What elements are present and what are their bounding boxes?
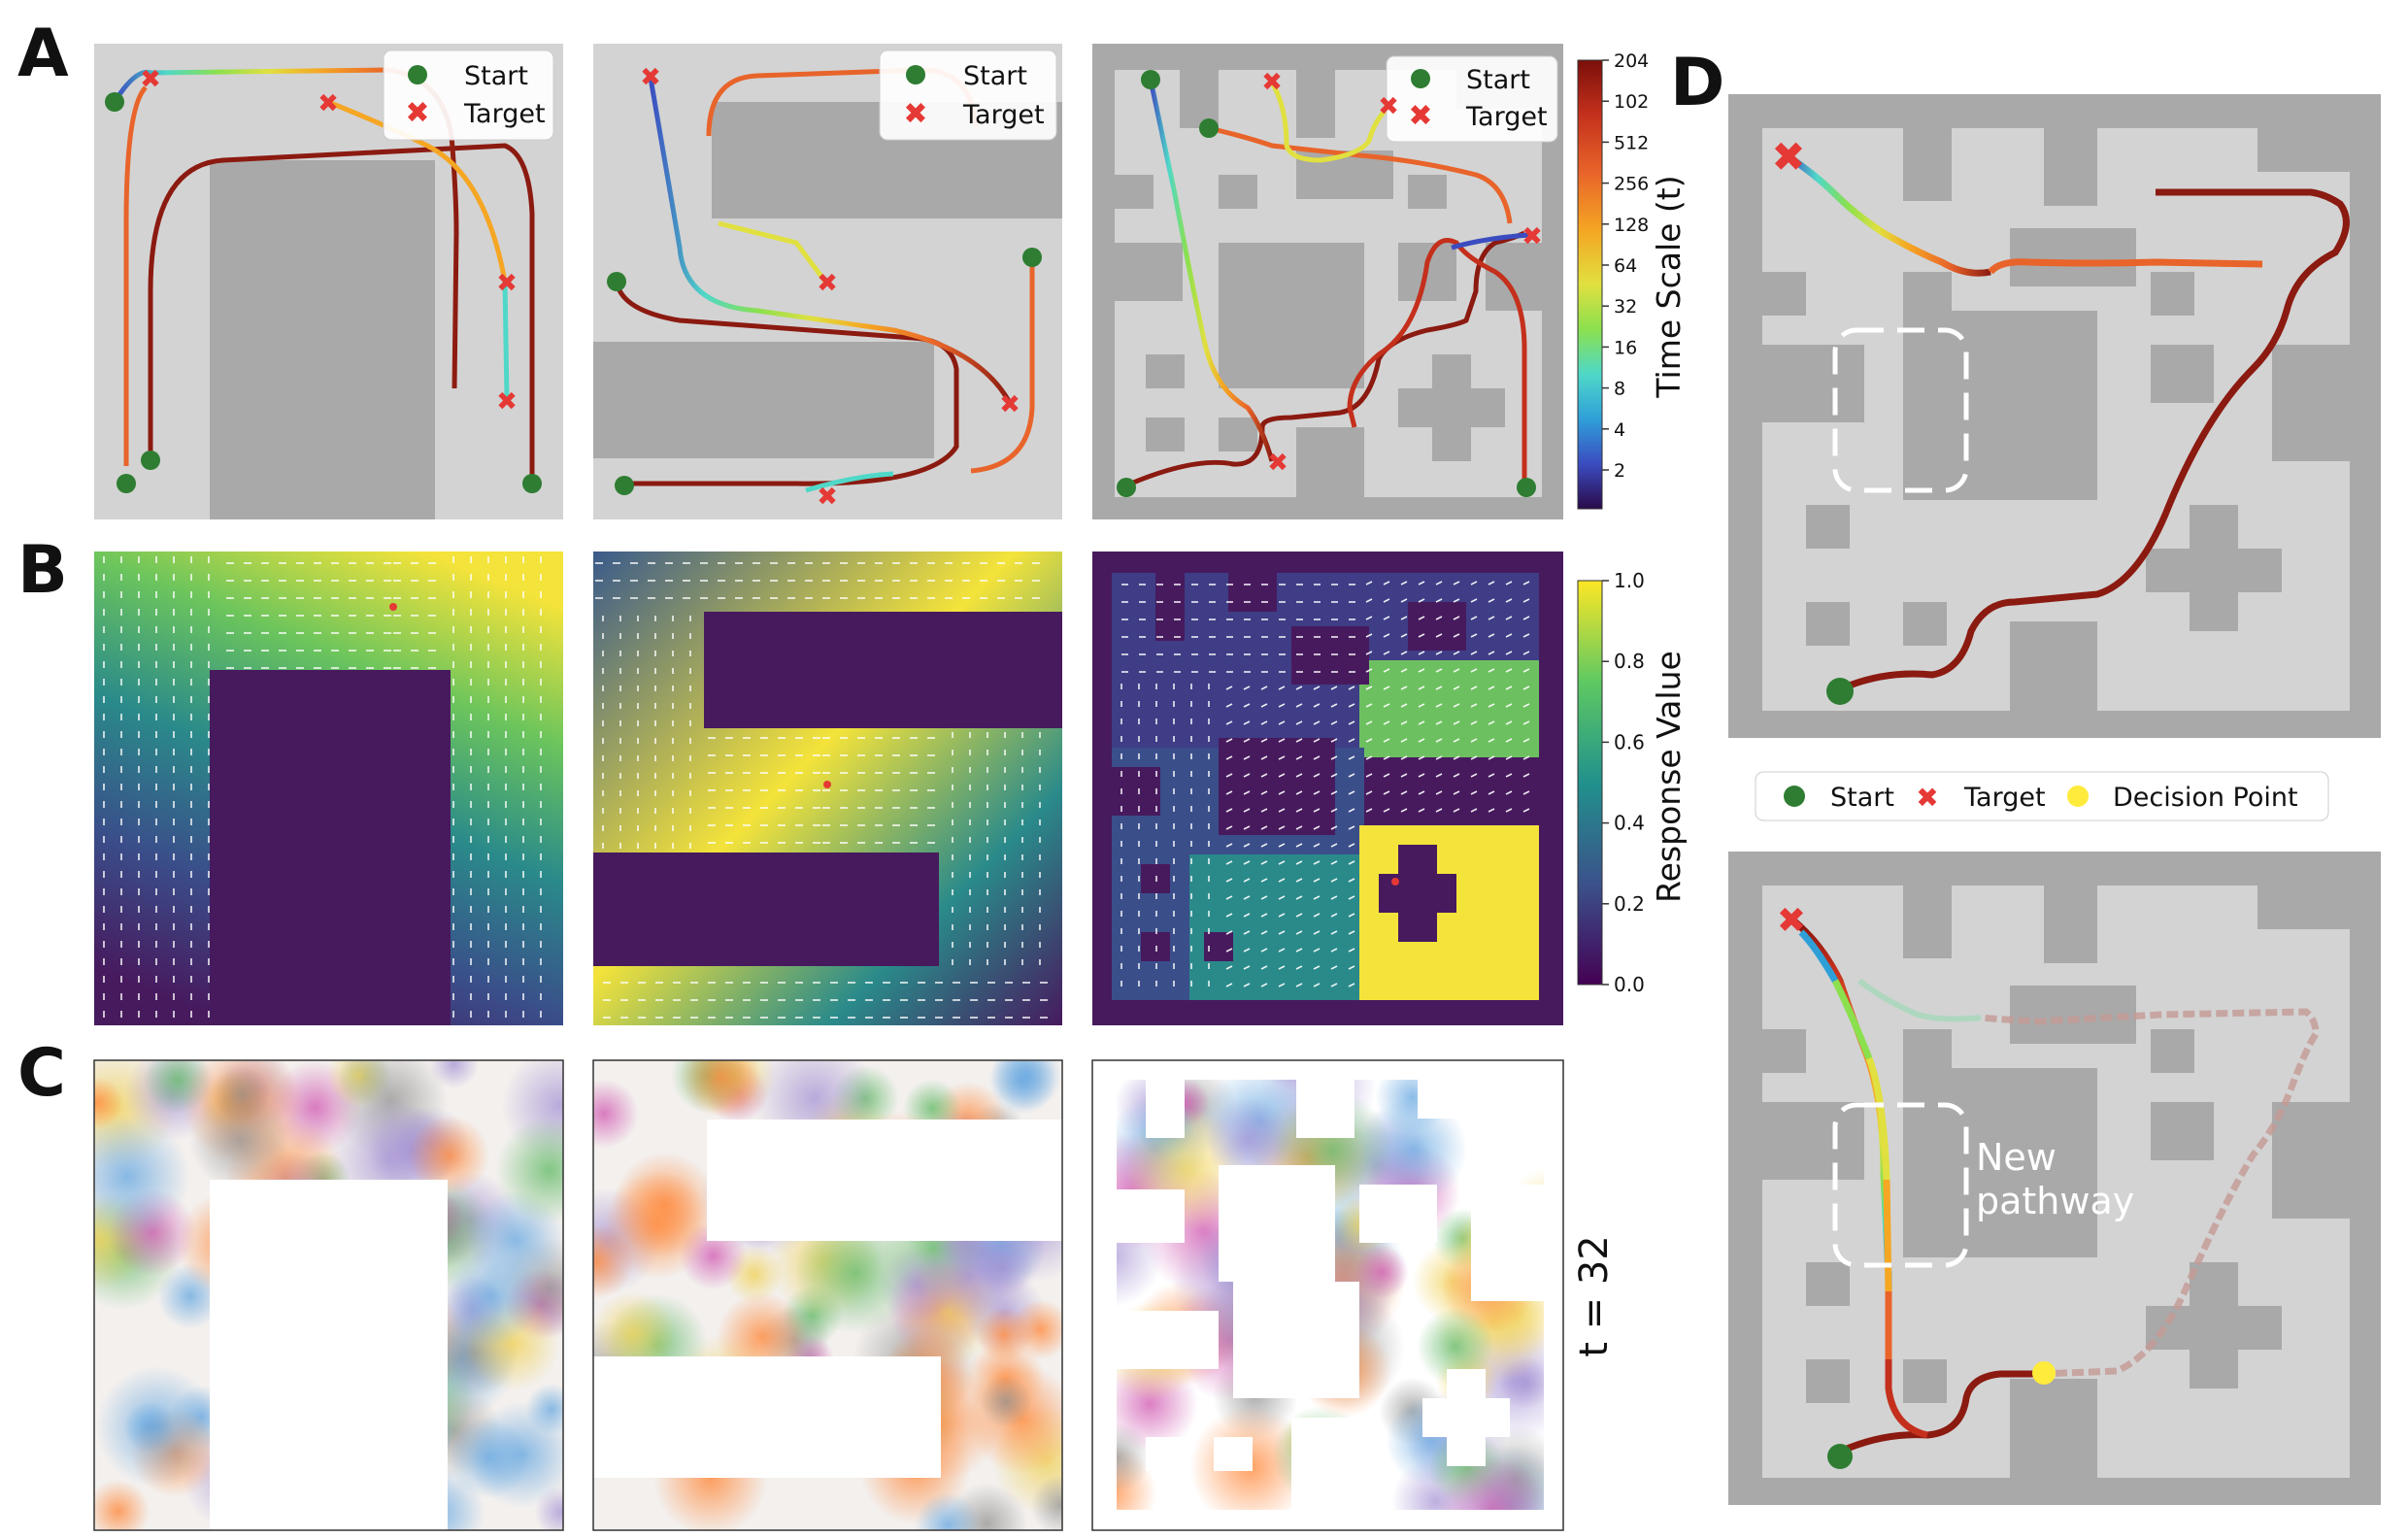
legend-a1: Start ✖ Target bbox=[383, 50, 554, 141]
svg-text:✖: ✖ bbox=[1261, 68, 1283, 97]
timescale-tick-label: 128 bbox=[1614, 215, 1649, 236]
response-title: Response Value bbox=[1650, 651, 1688, 903]
legend-a3: Start ✖ Target bbox=[1386, 55, 1558, 143]
maze-d-top: ✖ bbox=[1728, 94, 2381, 738]
legend-a2-start: Start bbox=[963, 61, 1027, 91]
panel-label-c: C bbox=[17, 1035, 66, 1112]
timescale-tick-label: 256 bbox=[1614, 174, 1649, 195]
legend-a3-target-icon: ✖ bbox=[1408, 99, 1432, 133]
features-c2 bbox=[593, 1060, 1062, 1530]
svg-text:✖: ✖ bbox=[140, 65, 161, 94]
response-tick-label: 0.0 bbox=[1614, 973, 1645, 996]
timescale-tick-label: 8 bbox=[1614, 379, 1625, 400]
response-tick-label: 0.4 bbox=[1614, 812, 1645, 835]
timescale-title: Time Scale (t) bbox=[1650, 175, 1688, 398]
panel-label-a: A bbox=[17, 16, 69, 92]
legend-d-decision: Decision Point bbox=[2113, 783, 2298, 813]
legend-d-start: Start bbox=[1830, 783, 1894, 813]
timescale-tick-label: 32 bbox=[1614, 296, 1637, 318]
response-tick-label: 0.2 bbox=[1614, 892, 1645, 916]
svg-text:✖: ✖ bbox=[640, 63, 661, 92]
timescale-tick-label: 2 bbox=[1614, 460, 1625, 482]
legend-a3-start: Start bbox=[1466, 65, 1530, 95]
field-b1 bbox=[94, 552, 563, 1025]
response-tick-label: 1.0 bbox=[1614, 569, 1645, 592]
features-c1 bbox=[94, 1060, 563, 1530]
timescale-tick-label: 64 bbox=[1614, 255, 1637, 277]
legend-d-target: Target bbox=[1963, 783, 2046, 813]
legend-a3-target: Target bbox=[1465, 102, 1548, 132]
timescale-tick-label: 16 bbox=[1614, 337, 1637, 358]
legend-a2: Start ✖ Target bbox=[879, 50, 1057, 141]
svg-text:✖: ✖ bbox=[817, 483, 838, 512]
svg-text:✖: ✖ bbox=[999, 390, 1020, 419]
legend-d: Start ✖ Target Decision Point bbox=[1755, 771, 2329, 821]
decision-point bbox=[2032, 1361, 2056, 1385]
legend-a1-start: Start bbox=[464, 61, 528, 91]
svg-text:✖: ✖ bbox=[318, 89, 339, 118]
field-b2 bbox=[593, 552, 1062, 1025]
legend-a2-target-icon: ✖ bbox=[903, 97, 927, 131]
maze-a3 bbox=[1092, 44, 1563, 519]
c-time-label: t = 32 bbox=[1572, 1235, 1617, 1357]
annotation-line1: New bbox=[1976, 1136, 2057, 1179]
response-tick-label: 0.8 bbox=[1614, 650, 1645, 673]
panel-label-b: B bbox=[17, 532, 68, 609]
annotation-line2: pathway bbox=[1976, 1180, 2134, 1222]
markers-a: ✖ ✖ ✖ ✖ ✖ ✖ ✖ ✖ ✖ ✖ ✖ ✖ bbox=[105, 63, 1543, 512]
maze-d-bottom: New pathway ✖ bbox=[1728, 852, 2381, 1505]
d-top-target-icon: ✖ bbox=[1771, 133, 1805, 181]
svg-text:✖: ✖ bbox=[1522, 222, 1543, 251]
svg-text:✖: ✖ bbox=[817, 269, 838, 298]
legend-a2-target: Target bbox=[962, 100, 1045, 130]
d-bottom-target-icon: ✖ bbox=[1777, 901, 1806, 941]
legend-a1-target-icon: ✖ bbox=[405, 96, 429, 130]
timescale-tick-label: 204 bbox=[1614, 50, 1649, 72]
features-c3 bbox=[1092, 1060, 1563, 1530]
legend-d-target-icon: ✖ bbox=[1916, 782, 1938, 814]
response-colorbar: 1.0 0.8 0.6 0.4 0.2 0.0 Response Value bbox=[1577, 569, 1688, 996]
svg-text:✖: ✖ bbox=[496, 269, 518, 298]
timescale-colorbar: 204 102 512 256 128 64 32 16 8 4 2 Time Scale (t) bbox=[1577, 50, 1688, 510]
timescale-tick-label: 512 bbox=[1614, 132, 1649, 153]
field-b3 bbox=[1092, 552, 1563, 1025]
response-tick-label: 0.6 bbox=[1614, 730, 1645, 753]
panel-label-d: D bbox=[1670, 45, 1724, 121]
svg-text:✖: ✖ bbox=[1378, 92, 1399, 121]
legend-a1-target: Target bbox=[463, 99, 546, 129]
timescale-tick-label: 102 bbox=[1614, 91, 1649, 113]
timescale-tick-label: 4 bbox=[1614, 419, 1625, 441]
svg-text:✖: ✖ bbox=[1267, 449, 1288, 478]
svg-text:✖: ✖ bbox=[496, 387, 518, 417]
